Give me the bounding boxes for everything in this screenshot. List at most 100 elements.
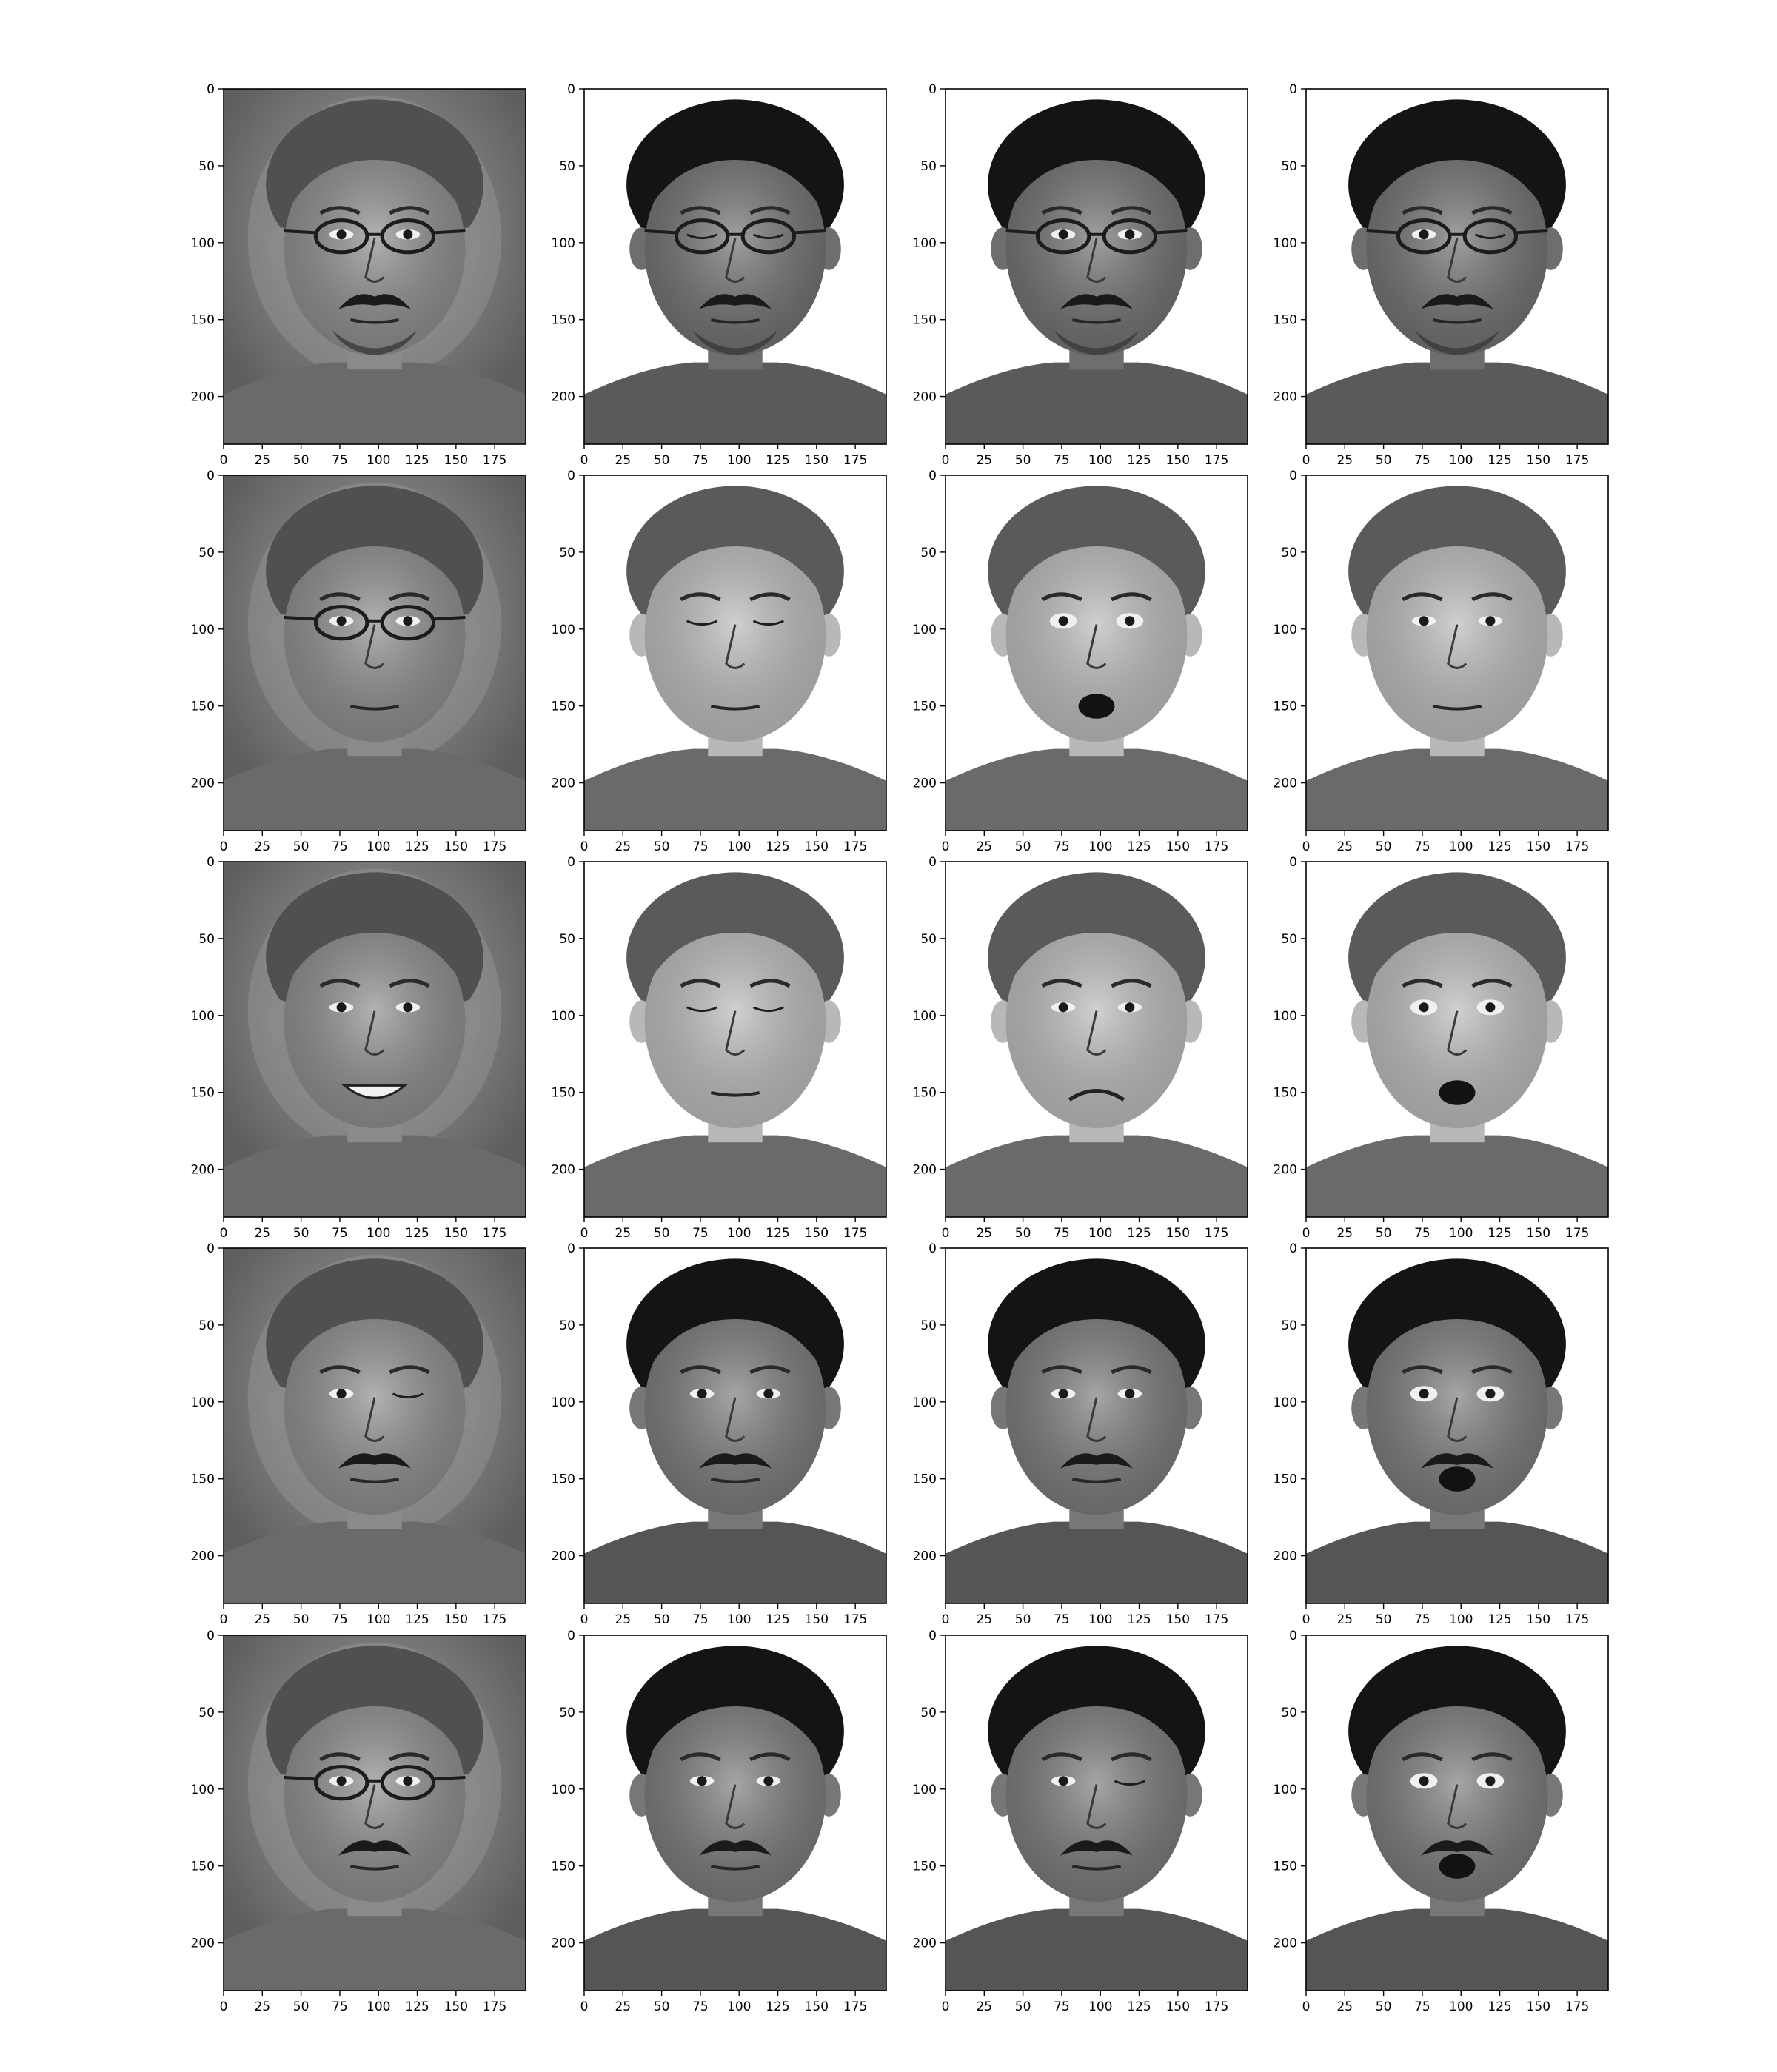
y-tick-label: 0 [207, 1241, 215, 1256]
x-tick-label: 175 [1205, 1226, 1228, 1241]
x-tick-label: 75 [1414, 453, 1430, 468]
x-tick-label: 50 [1015, 1612, 1031, 1627]
axes-frame [223, 475, 526, 831]
y-tick-label: 50 [920, 1318, 937, 1333]
x-tick-label: 150 [1166, 1612, 1190, 1627]
x-tick-label: 25 [1336, 453, 1353, 468]
x-tick-label: 50 [654, 1999, 670, 2014]
y-tick-label: 50 [559, 546, 575, 560]
panel-r1-c3: 0 25 50 75 100 125 150 175 0 50 100 150 200 [913, 82, 1248, 468]
x-tick-label: 0 [1302, 1612, 1311, 1627]
x-tick-label: 125 [766, 1999, 789, 2014]
y-tick-label: 150 [913, 1086, 937, 1101]
face-image [224, 89, 526, 444]
x-tick-label: 100 [367, 1612, 390, 1627]
y-tick-label: 0 [928, 82, 937, 97]
x-tick-label: 25 [615, 1226, 631, 1241]
x-tick-label: 0 [942, 453, 950, 468]
x-tick-label: 50 [654, 1612, 670, 1627]
y-tick-label: 0 [928, 1629, 937, 1643]
axes-frame [945, 861, 1248, 1218]
panel-r5-c1: 0 25 50 75 100 125 150 175 0 50 100 150 200 [191, 1629, 526, 2014]
x-tick-label: 150 [1166, 1999, 1190, 2014]
face-image [946, 1248, 1248, 1603]
y-tick-label: 150 [552, 700, 575, 714]
axes-frame [583, 861, 887, 1218]
y-tick-label: 50 [1281, 1706, 1297, 1720]
x-tick-label: 125 [405, 1226, 429, 1241]
y-tick-label: 50 [920, 1706, 937, 1720]
x-tick-label: 25 [254, 1999, 270, 2014]
y-tick-label: 150 [552, 313, 575, 328]
face-image [1306, 475, 1608, 831]
x-tick-label: 100 [1449, 1226, 1473, 1241]
y-tick-label: 200 [1274, 777, 1297, 791]
x-tick-label: 175 [843, 1612, 867, 1627]
x-tick-label: 150 [805, 839, 829, 854]
x-tick-label: 0 [220, 1226, 228, 1241]
y-tick-label: 50 [559, 1706, 575, 1720]
x-tick-label: 100 [367, 453, 390, 468]
x-tick-label: 0 [580, 839, 589, 854]
axes-frame [1305, 1247, 1609, 1604]
x-tick-label: 0 [220, 1999, 228, 2014]
x-tick-label: 125 [405, 1612, 429, 1627]
panel-r1-c1: 0 25 50 75 100 125 150 175 0 50 100 150 200 [191, 82, 526, 468]
y-tick-label: 150 [191, 1860, 215, 1874]
y-tick-label: 100 [191, 623, 215, 637]
x-tick-label: 175 [843, 1999, 867, 2014]
y-tick-label: 100 [1274, 623, 1297, 637]
x-tick-label: 50 [1376, 1612, 1392, 1627]
y-tick-label: 200 [552, 1163, 575, 1178]
x-tick-label: 100 [1449, 453, 1473, 468]
x-tick-label: 100 [367, 1226, 390, 1241]
y-tick-label: 200 [1274, 390, 1297, 405]
y-tick-label: 150 [1274, 1086, 1297, 1101]
x-tick-label: 175 [1205, 1999, 1228, 2014]
x-tick-label: 75 [1414, 1226, 1430, 1241]
x-tick-label: 150 [444, 1999, 468, 2014]
x-tick-label: 25 [1336, 1612, 1353, 1627]
x-tick-label: 125 [766, 453, 789, 468]
axes-frame [945, 88, 1248, 445]
x-tick-label: 75 [332, 1999, 348, 2014]
face-image [584, 89, 886, 444]
face-image [584, 1635, 886, 1991]
x-tick-label: 150 [1166, 453, 1190, 468]
x-tick-label: 100 [1088, 1612, 1112, 1627]
axes-frame [1305, 1635, 1609, 1991]
x-tick-label: 100 [727, 1612, 751, 1627]
x-tick-label: 175 [483, 1999, 506, 2014]
y-tick-label: 50 [198, 1318, 215, 1333]
x-tick-label: 50 [293, 453, 309, 468]
y-tick-label: 100 [191, 236, 215, 251]
axes-frame [223, 1247, 526, 1604]
x-tick-label: 100 [1088, 1999, 1112, 2014]
x-tick-label: 0 [942, 1612, 950, 1627]
x-tick-label: 0 [580, 1999, 589, 2014]
y-tick-label: 200 [1274, 1163, 1297, 1178]
y-tick-label: 150 [191, 1086, 215, 1101]
y-tick-label: 0 [928, 855, 937, 870]
y-tick-label: 50 [1281, 546, 1297, 560]
y-tick-label: 150 [1274, 1472, 1297, 1487]
y-tick-label: 50 [198, 546, 215, 560]
y-tick-label: 100 [552, 236, 575, 251]
axes-frame [583, 1247, 887, 1604]
x-tick-label: 75 [1414, 839, 1430, 854]
y-tick-label: 200 [913, 1549, 937, 1564]
x-tick-label: 175 [1565, 1612, 1589, 1627]
axes-frame [223, 861, 526, 1218]
x-tick-label: 125 [1127, 1226, 1151, 1241]
x-tick-label: 125 [1127, 839, 1151, 854]
y-tick-label: 50 [1281, 932, 1297, 947]
face-image [584, 1248, 886, 1603]
x-tick-label: 0 [942, 839, 950, 854]
y-tick-label: 150 [1274, 1860, 1297, 1874]
y-tick-label: 50 [559, 1318, 575, 1333]
x-tick-label: 150 [1527, 839, 1550, 854]
x-tick-label: 75 [692, 453, 709, 468]
x-tick-label: 175 [1205, 1612, 1228, 1627]
x-tick-label: 100 [1449, 1612, 1473, 1627]
y-tick-label: 150 [191, 1472, 215, 1487]
